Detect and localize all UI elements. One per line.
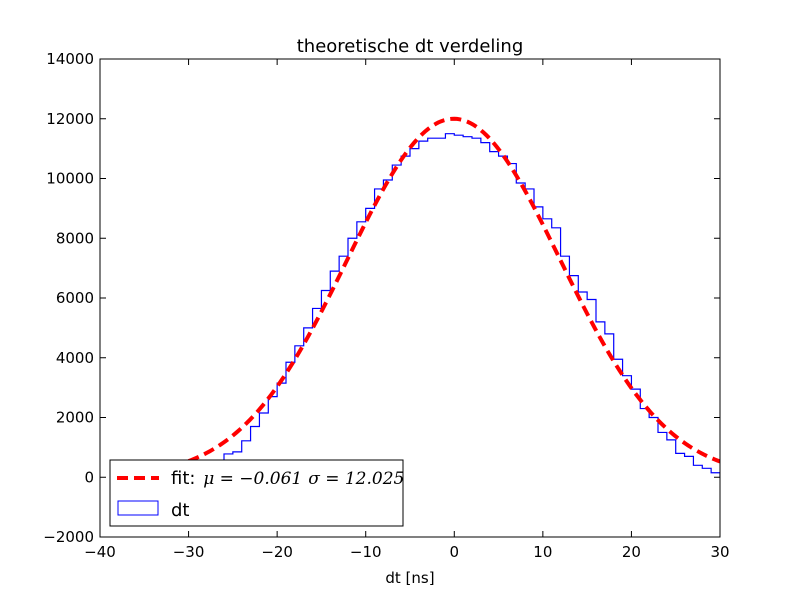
x-tick-label: −40 — [84, 543, 116, 561]
y-tick-label: 8000 — [56, 229, 94, 247]
legend: fit: μ = −0.061 σ = 12.025 dt — [109, 459, 404, 527]
chart-title: theoretische dt verdeling — [297, 36, 524, 57]
x-tick-label: −30 — [173, 543, 205, 561]
x-tick-label: −10 — [350, 543, 382, 561]
y-tick-label: 0 — [84, 468, 94, 486]
y-tick-label: −2000 — [43, 528, 94, 546]
x-tick-label: 0 — [450, 543, 460, 561]
legend-box — [109, 459, 404, 527]
y-tick-label: 14000 — [46, 50, 94, 68]
axis-ticks: −40 −30 −20 −10 0 10 20 30 −2000 0 2000 4000 6000 800… — [43, 50, 729, 561]
legend-fit-prefix: fit: — [171, 468, 201, 489]
x-tick-label: 20 — [622, 543, 641, 561]
x-tick-label: −20 — [261, 543, 293, 561]
histogram-series-dt — [187, 133, 720, 478]
legend-fit-mu: μ = −0.061 — [203, 469, 302, 489]
y-tick-label: 10000 — [46, 170, 94, 188]
fit-curve — [187, 116, 720, 464]
y-tick-label: 4000 — [56, 349, 94, 367]
x-axis-label: dt [ns] — [385, 569, 434, 587]
plot-frame — [99, 58, 721, 538]
x-tick-label: 30 — [710, 543, 729, 561]
y-tick-label: 2000 — [56, 409, 94, 427]
legend-dt-label: dt — [171, 500, 189, 521]
legend-fit-label: fit: μ = −0.061 σ = 12.025 — [171, 468, 404, 489]
y-tick-label: 6000 — [56, 289, 94, 307]
x-tick-label: 10 — [533, 543, 552, 561]
y-tick-label: 12000 — [46, 110, 94, 128]
legend-dt-swatch — [117, 500, 159, 516]
legend-fit-sigma: σ = 12.025 — [308, 469, 404, 489]
plot-area — [187, 116, 720, 478]
